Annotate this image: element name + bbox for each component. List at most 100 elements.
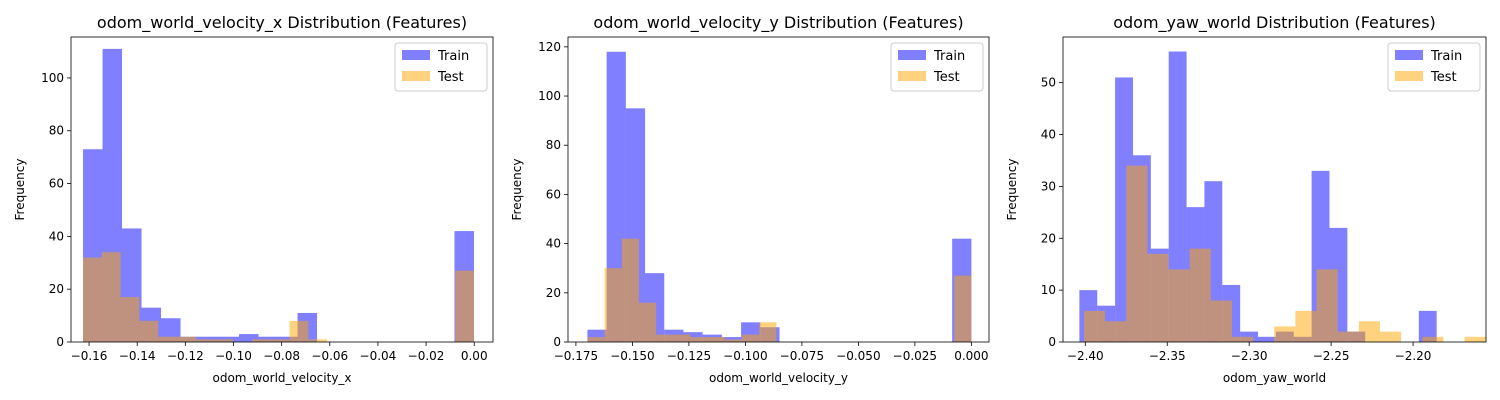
y-tick-label: 60 [49,177,64,191]
histogram-bar [1295,310,1317,342]
x-tick-label: −0.10 [215,349,252,363]
axes-frame [1062,36,1487,343]
histogram-bar [1168,269,1190,342]
y-axis-label: Frequency [510,159,524,221]
x-tick-label: 0.000 [954,349,988,363]
histogram-bar [1126,165,1148,342]
x-tick-label: −2.25 [1313,349,1350,363]
histogram-bar [158,336,177,342]
histogram-bar [742,334,760,342]
x-tick-label: −0.08 [263,349,300,363]
histogram-bar [83,257,102,342]
y-tick-label: 100 [538,89,561,103]
legend-label-train: Train [933,49,965,64]
histogram-bar [954,275,972,342]
histogram-bar [101,252,121,342]
chart-panel-1: −0.16 −0.14 −0.12 −0.10 −0.08 −0.06 −0.04 −0.02… [13,13,494,385]
x-tick-label: −0.075 [780,349,824,363]
legend-label-test: Test [1430,70,1457,85]
histogram-bar [1464,336,1486,342]
x-tick-label: −0.125 [667,349,711,363]
y-axis-label: Frequency [1005,159,1019,221]
y-tick-label: 30 [1041,179,1056,193]
y-axis-label: Frequency [13,159,27,221]
legend-label-test: Test [437,70,464,85]
legend-label-train: Train [1430,49,1462,64]
histogram-bar [195,339,215,342]
x-tick-label: −0.100 [723,349,767,363]
series-test [83,252,474,342]
histogram-bar [239,334,259,342]
histogram-bar [308,339,328,342]
x-tick-label: −0.050 [836,349,880,363]
histogram-bar [1147,253,1169,342]
chart-panel-3: −2.40 −2.35 −2.30 −2.25 −2.20 0 10 20 30 40 50 odom… [1005,13,1487,385]
y-tick-label: 0 [553,335,561,349]
legend-swatch-test [402,71,430,81]
histogram-bar [252,339,271,342]
x-tick-label: −0.12 [167,349,204,363]
legend-swatch-train [1395,50,1423,60]
legend-swatch-train [898,50,926,60]
histogram-bar [621,238,639,342]
histogram-bar [176,336,196,342]
series-test [587,238,972,342]
x-tick-label: −0.14 [119,349,156,363]
x-tick-label: −2.30 [1231,349,1268,363]
x-tick-label: −0.04 [360,349,397,363]
legend: Train Test [394,42,488,92]
x-tick-label: −0.150 [610,349,654,363]
histogram-bar [139,320,159,342]
histogram-bar [1231,336,1254,342]
histogram-bar [1189,248,1211,342]
legend-label-train: Train [437,49,469,64]
y-tick-label: 10 [1041,283,1056,297]
histogram-bar [724,339,742,342]
x-tick-label: −2.40 [1067,349,1104,363]
histogram-bar [161,318,181,342]
legend: Train Test [890,42,984,92]
histogram-bar [1422,336,1444,342]
y-tick-label: 20 [1041,231,1056,245]
y-tick-label: 80 [546,138,561,152]
x-tick-label: 0.00 [461,349,488,363]
x-tick-label: −2.20 [1395,349,1432,363]
chart-title: odom_world_velocity_y Distribution (Feat… [593,13,963,33]
series-test [1083,165,1486,342]
histogram-bar [604,268,622,342]
histogram-bar [270,339,290,342]
histogram-bar [1358,321,1380,342]
chart-title: odom_world_velocity_x Distribution (Feat… [97,13,467,33]
y-tick-label: 40 [546,237,561,251]
histogram-bar [455,270,474,342]
chart-title: odom_yaw_world Distribution (Features) [1113,13,1436,33]
legend-swatch-test [898,71,926,81]
y-tick-label: 120 [538,40,561,54]
histogram-bar [289,320,309,342]
histogram-bar [1083,310,1106,342]
histogram-bar [721,337,742,342]
histogram-bar [656,334,674,342]
y-tick-label: 0 [1048,335,1056,349]
x-tick-label: −0.16 [71,349,108,363]
histogram-bar [1379,331,1402,342]
y-tick-label: 50 [1041,76,1056,90]
x-axis-label: odom_world_velocity_x [212,371,351,385]
y-tick-label: 80 [49,124,64,138]
histogram-bar [1274,326,1296,342]
histogram-bar [120,297,140,342]
histogram-bar [690,337,708,342]
histogram-bar [1105,321,1127,342]
histogram-bar [1258,336,1276,342]
legend-swatch-test [1395,71,1423,81]
x-tick-label: −2.35 [1149,349,1186,363]
histogram-bar [587,337,605,342]
axes-frame [567,36,990,343]
histogram-bar [707,337,725,342]
x-axis-label: odom_yaw_world [1223,371,1326,385]
legend-label-test: Test [933,70,960,85]
histogram-bar [1337,331,1359,342]
y-tick-label: 40 [1041,128,1056,142]
legend: Train Test [1387,42,1481,92]
